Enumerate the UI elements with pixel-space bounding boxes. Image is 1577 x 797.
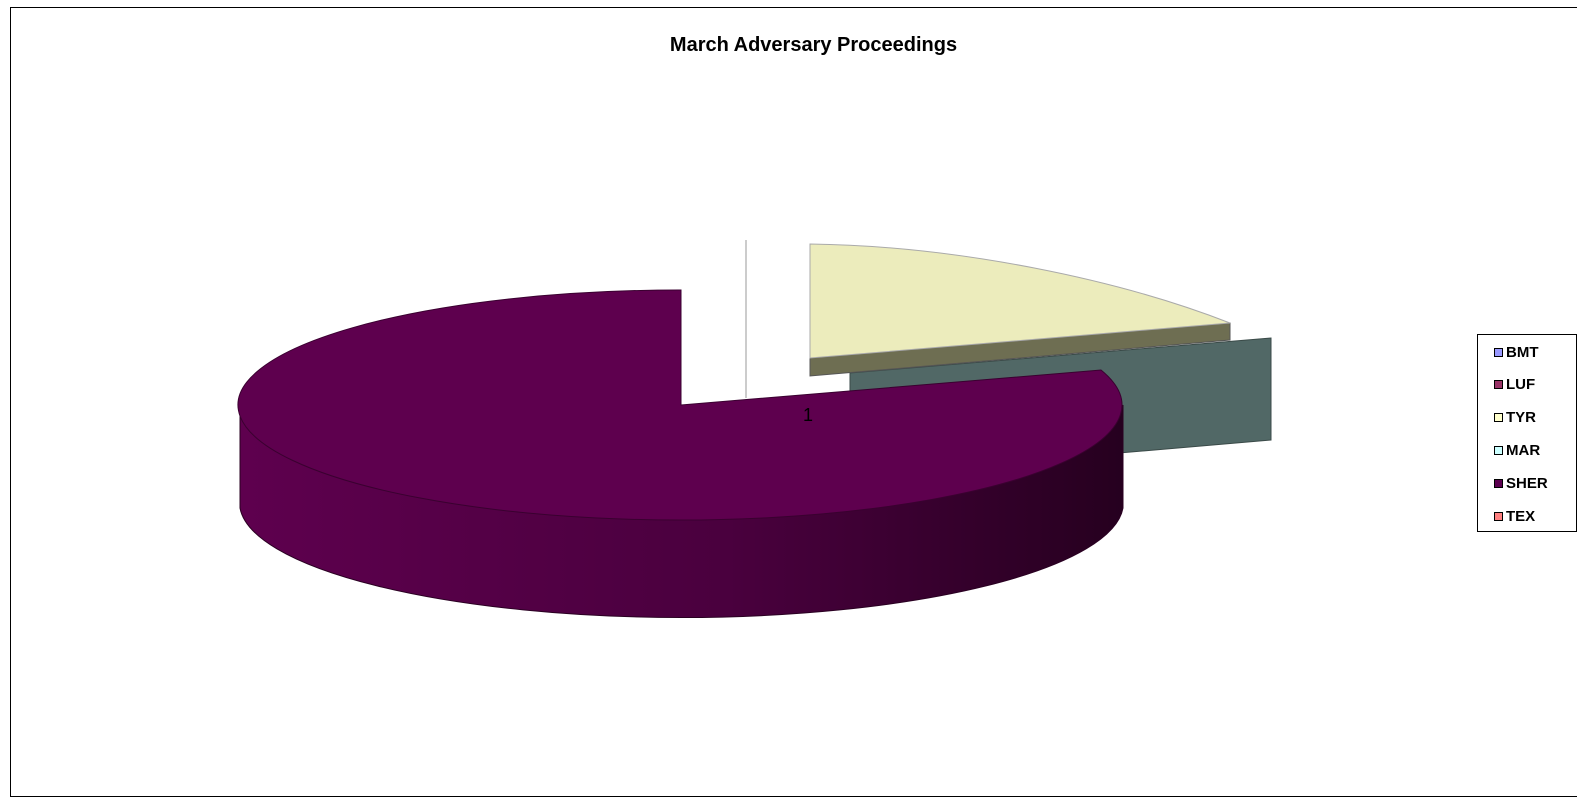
chart-title: March Adversary Proceedings [669, 34, 958, 56]
data-label-sher: 1 [803, 405, 813, 425]
legend-swatch-sher [1494, 478, 1503, 488]
legend-swatch-tyr [1494, 412, 1503, 422]
legend-label-luf: LUF [1506, 375, 1536, 393]
legend-label-bmt: BMT [1506, 343, 1539, 361]
legend-item-tyr[interactable]: TYR [1494, 407, 1536, 427]
legend-swatch-tex [1494, 511, 1503, 521]
legend-label-tyr: TYR [1506, 408, 1536, 426]
legend-swatch-bmt [1494, 347, 1503, 357]
slice-tyr[interactable] [809, 243, 1231, 377]
legend-label-tex: TEX [1506, 507, 1536, 525]
legend-item-bmt[interactable]: BMT [1494, 342, 1539, 362]
legend-item-tex[interactable]: TEX [1494, 506, 1535, 526]
legend-item-luf[interactable]: LUF [1494, 374, 1535, 394]
legend-swatch-luf [1494, 379, 1503, 389]
legend-label-mar: MAR [1506, 441, 1541, 459]
legend-item-sher[interactable]: SHER [1494, 473, 1548, 493]
legend-label-sher: SHER [1506, 474, 1548, 492]
legend-swatch-mar [1494, 445, 1503, 455]
legend-item-mar[interactable]: MAR [1494, 440, 1540, 460]
slice-sher[interactable] [237, 289, 1124, 619]
legend: BMT LUF TYR MAR SHER TEX [1477, 334, 1577, 532]
